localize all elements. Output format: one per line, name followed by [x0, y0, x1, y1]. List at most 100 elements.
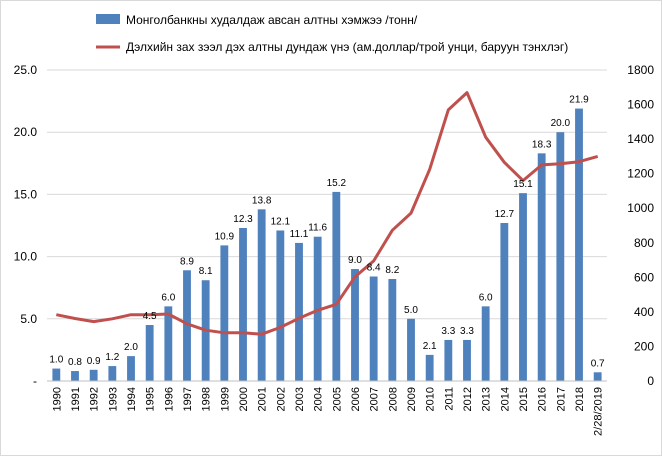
bar-data-label: 8.2: [385, 265, 399, 276]
legend-line-label: Дэлхийн зах зээл дэх алтны дундаж үнэ (а…: [126, 40, 568, 54]
x-tick-label: 2016: [537, 387, 549, 411]
x-tick-label: 1997: [182, 387, 194, 411]
x-tick-label: 2/28/2019: [593, 387, 605, 436]
y-right-tick-label: 600: [634, 270, 654, 284]
bar: [425, 354, 434, 381]
bar-data-label: 4.5: [143, 311, 157, 322]
x-tick-label: 2018: [574, 387, 586, 411]
y-right-tick-label: 1400: [627, 132, 654, 146]
bar-data-label: 12.1: [271, 216, 291, 227]
bar: [257, 209, 266, 381]
bar-data-label: 2.0: [124, 342, 138, 353]
gridlines: [47, 69, 607, 320]
x-tick-label: 1996: [163, 387, 175, 411]
legend: Монголбанкны худалдаж авсан алтны хэмжээ…: [96, 13, 568, 54]
bar: [351, 269, 359, 381]
bar: [500, 223, 509, 381]
price-line: [56, 91, 599, 336]
bar-data-label: 1.0: [49, 355, 63, 366]
y-left-tick-label: -: [33, 374, 37, 388]
bar: [575, 108, 583, 382]
x-tick-label: 1998: [201, 387, 213, 411]
x-tick-label: 2012: [462, 387, 474, 411]
bar-data-label: 10.9: [215, 231, 235, 242]
y-right-tick-label: 0: [647, 374, 654, 388]
x-tick-label: 2017: [555, 387, 567, 411]
bar-data-label: 13.8: [252, 195, 272, 206]
bar: [332, 191, 341, 381]
bar: [463, 339, 471, 381]
y-left-tick-label: 15.0: [14, 187, 38, 201]
bar: [444, 339, 453, 381]
y-left-tick-label: 5.0: [20, 312, 37, 326]
bar: [220, 245, 229, 381]
x-tick-label: 1994: [126, 387, 138, 411]
bar: [369, 276, 378, 381]
bar: [89, 369, 98, 381]
bar-series: [52, 108, 602, 382]
bar-data-label: 8.9: [180, 256, 194, 267]
bar: [556, 132, 565, 381]
bar-data-label: 8.1: [199, 266, 213, 277]
y-right-tick-label: 1200: [627, 167, 654, 181]
x-tick-label: 2010: [425, 387, 437, 411]
x-tick-label: 2009: [406, 387, 418, 411]
bar: [519, 193, 527, 381]
bar: [71, 371, 79, 381]
y-left-tick-label: 10.0: [14, 250, 38, 264]
x-tick-label: 2004: [313, 387, 325, 411]
y-right-tick-label: 1800: [627, 63, 654, 77]
bar: [295, 242, 303, 381]
bar-data-label: 0.7: [591, 358, 605, 369]
bar-data-label: 12.3: [233, 214, 253, 225]
y-right-tick-label: 800: [634, 236, 654, 250]
bar-data-label: 2.1: [423, 341, 437, 352]
x-tick-label: 2013: [481, 387, 493, 411]
y-right-tick-label: 1600: [627, 98, 654, 112]
line-series: [56, 91, 599, 336]
y-left-tick-label: 20.0: [14, 125, 38, 139]
x-tick-label: 2002: [275, 387, 287, 411]
y-right-tick-label: 400: [634, 305, 654, 319]
bar-data-label: 20.0: [551, 118, 571, 129]
bar-data-label: 1.2: [105, 352, 119, 363]
x-tick-label: 2008: [387, 387, 399, 411]
bar-data-label: 11.1: [290, 229, 309, 240]
bar-data-label: 3.3: [460, 326, 474, 337]
bar: [183, 270, 191, 381]
bar-data-label: 15.2: [327, 178, 347, 189]
y-right-tick-label: 200: [634, 339, 654, 353]
bar: [276, 230, 285, 381]
x-tick-label: 2007: [369, 387, 381, 411]
x-tick-label: 2000: [238, 387, 250, 411]
bar-data-label: 0.9: [87, 356, 101, 367]
legend-bar-swatch: [96, 14, 120, 24]
bar-data-label: 8.4: [367, 263, 381, 274]
bar: [537, 153, 546, 381]
bar-data-label: 15.1: [513, 179, 533, 190]
x-tick-label: 2001: [257, 387, 269, 411]
bar-data-label: 11.6: [308, 223, 327, 234]
bar-data-label: 12.7: [495, 209, 515, 220]
bar: [52, 368, 61, 381]
x-tick-label: 1992: [89, 387, 101, 411]
x-tick-label: 2005: [331, 387, 343, 411]
x-tick-label: 2011: [443, 387, 455, 411]
data-labels: 1.0 0.8 0.9 1.2 2.0 4.5 6.0 8.9 8.1 10.9 12.3 13.8 1…: [49, 95, 605, 370]
y-left-tick-label: 25.0: [14, 63, 38, 77]
x-tick-label: 1991: [70, 387, 82, 411]
x-tick-label: 2006: [350, 387, 362, 411]
x-tick-label: 1999: [219, 387, 231, 411]
bar-data-label: 9.0: [348, 255, 362, 266]
x-tick-label: 2003: [294, 387, 306, 411]
bar: [239, 227, 247, 381]
x-tick-label: 1993: [107, 387, 119, 411]
bar: [127, 356, 135, 381]
bar: [407, 318, 415, 381]
x-tick-label: 2014: [499, 387, 511, 411]
bar: [164, 306, 173, 381]
bar-data-label: 18.3: [532, 139, 552, 150]
y-right-tick-label: 1000: [627, 201, 654, 215]
